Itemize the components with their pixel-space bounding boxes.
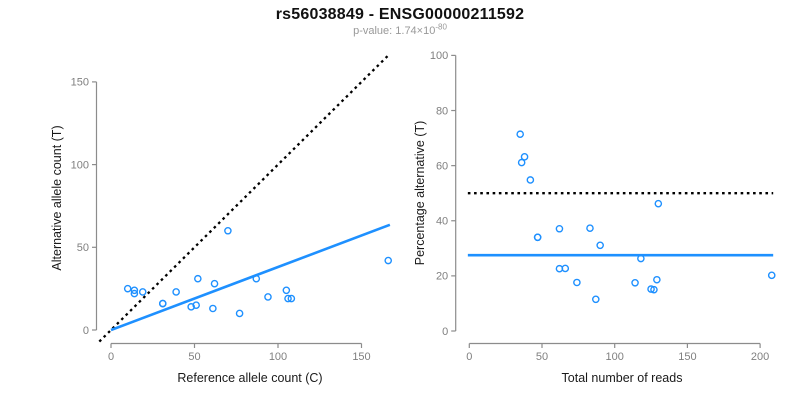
y-tick-label: 40: [436, 216, 448, 228]
data-point: [158, 299, 167, 308]
y-tick-label: 60: [436, 160, 448, 172]
regression-line: [110, 223, 391, 332]
y-tick-label: 80: [436, 105, 448, 117]
y-tick-label: 150: [71, 77, 89, 89]
data-point: [264, 293, 272, 301]
data-point: [555, 224, 564, 233]
data-point: [284, 294, 292, 303]
data-point: [654, 199, 663, 208]
left-panel-x-axis-label: Reference allele count (C): [177, 371, 323, 385]
data-point: [192, 301, 200, 309]
chart-subtitle: p-value: 1.74×10-80: [0, 22, 800, 37]
y-tick-label: 0: [442, 326, 448, 338]
data-point: [187, 303, 195, 311]
data-point: [287, 294, 296, 303]
data-point: [130, 289, 139, 298]
data-point: [631, 278, 639, 287]
data-point: [224, 226, 232, 235]
right-panel-x-axis-label: Total number of reads: [561, 371, 683, 385]
data-point: [591, 295, 600, 304]
p-value-exponent: -80: [435, 22, 447, 32]
data-point: [653, 275, 661, 284]
x-tick-label: 50: [188, 351, 200, 363]
data-point: [561, 264, 570, 273]
data-point: [384, 256, 393, 265]
p-value-text: p-value: 1.74×10: [353, 25, 436, 37]
data-point: [252, 274, 261, 283]
x-tick-label: 100: [606, 351, 624, 363]
data-point: [586, 224, 594, 233]
data-point: [194, 274, 202, 283]
data-point: [650, 285, 658, 294]
x-tick-label: 0: [466, 351, 472, 363]
data-point: [647, 285, 655, 293]
x-tick-label: 200: [751, 351, 769, 363]
data-point: [123, 284, 132, 293]
data-point: [282, 286, 291, 295]
data-point: [526, 176, 535, 184]
y-tick-label: 0: [83, 325, 89, 337]
x-tick-label: 100: [269, 351, 287, 363]
x-tick-label: 150: [678, 351, 696, 363]
data-point: [596, 241, 604, 250]
chart-title: rs56038849 - ENSG00000211592: [275, 6, 525, 23]
y-tick-label: 50: [77, 242, 89, 254]
data-point: [210, 279, 219, 288]
data-point: [130, 286, 139, 295]
data-point: [235, 309, 244, 318]
x-tick-label: 50: [536, 351, 548, 363]
right-panel-y-axis-label: Percentage alternative (T): [413, 120, 427, 266]
left-panel-y-axis-label: Alternative allele count (T): [50, 125, 64, 271]
identity-line: [98, 53, 390, 343]
data-point: [172, 288, 180, 296]
data-point: [767, 271, 776, 280]
x-tick-label: 150: [352, 351, 370, 363]
data-point: [637, 254, 645, 263]
data-point: [516, 130, 524, 139]
y-tick-label: 20: [436, 271, 448, 283]
data-point: [520, 153, 529, 161]
y-tick-label: 100: [430, 50, 448, 62]
y-tick-label: 100: [71, 159, 89, 171]
data-point: [209, 304, 217, 313]
x-tick-label: 0: [108, 351, 114, 363]
data-point: [533, 233, 542, 242]
data-point: [517, 158, 526, 167]
data-point: [573, 278, 581, 287]
data-point: [138, 288, 147, 296]
